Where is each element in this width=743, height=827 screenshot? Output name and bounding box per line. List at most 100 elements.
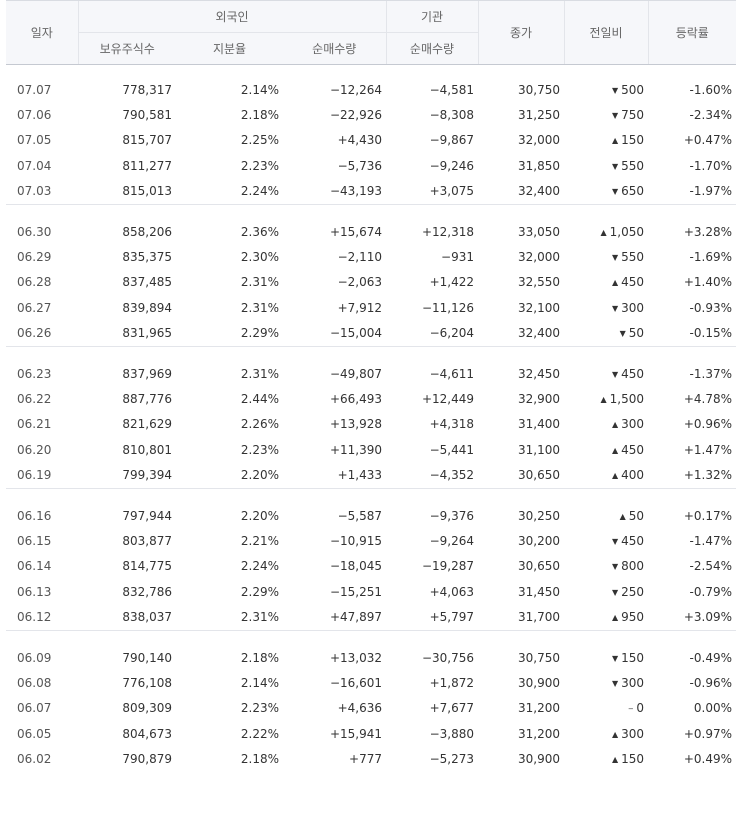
- change-value: 650: [621, 184, 644, 199]
- change-rate-cell: +1.40%: [683, 275, 732, 290]
- table-header: 일자 외국인 기관 종가 전일비 등락률 보유주식수 지분율 순매수량 순매수량: [6, 0, 736, 65]
- foreign-ratio-cell: 2.23%: [240, 442, 279, 457]
- institution-net-cell: +4,318: [429, 417, 474, 432]
- close-price-cell: 32,450: [518, 366, 560, 381]
- date-cell: 06.28: [17, 275, 52, 290]
- foreign-holdings-cell: 835,375: [122, 250, 172, 265]
- date-cell: 07.04: [17, 158, 52, 173]
- change-value: 150: [621, 752, 644, 767]
- foreign-holdings-cell: 790,581: [122, 108, 172, 123]
- close-price-cell: 33,050: [518, 224, 560, 239]
- investor-trading-table: 일자 외국인 기관 종가 전일비 등락률 보유주식수 지분율 순매수량 순매수량…: [6, 0, 736, 772]
- foreign-net-cell: +47,897: [329, 610, 382, 625]
- change-value: 50: [628, 326, 644, 341]
- table-row: 06.08 776,108 2.14% −16,601 +1,872 30,900 ▼ 300…: [6, 670, 736, 695]
- foreign-ratio-cell: 2.44%: [240, 391, 279, 406]
- close-price-cell: 31,200: [518, 701, 560, 716]
- change-value: 1,050: [609, 224, 644, 239]
- triangle-down-icon: ▼: [619, 329, 626, 339]
- foreign-ratio-cell: 2.23%: [240, 701, 279, 716]
- triangle-up-icon: ▲: [611, 729, 619, 739]
- change-value: 450: [621, 366, 644, 381]
- date-cell: 06.14: [17, 559, 52, 574]
- foreign-net-cell: −12,264: [329, 82, 382, 97]
- date-cell: 06.07: [17, 701, 52, 716]
- institution-net-cell: +3,075: [429, 184, 474, 199]
- change-rate-cell: -1.37%: [689, 366, 732, 381]
- institution-net-cell: −6,204: [429, 326, 474, 341]
- table-body: 07.07 778,317 2.14% −12,264 −4,581 30,750 ▼ 500…: [6, 65, 736, 772]
- header-change: 전일비: [563, 0, 648, 65]
- date-cell: 06.30: [17, 224, 52, 239]
- foreign-holdings-cell: 804,673: [122, 726, 172, 741]
- triangle-down-icon: ▼: [611, 187, 619, 197]
- change-rate-cell: +0.49%: [683, 752, 732, 767]
- close-price-cell: 31,250: [518, 108, 560, 123]
- table-row: 06.28 837,485 2.31% −2,063 +1,422 32,550 ▲ 450 +…: [6, 270, 736, 295]
- change-rate-cell: -1.69%: [689, 250, 732, 265]
- table-row: 06.07 809,309 2.23% +4,636 +7,677 31,200 ‒ 0 0.0…: [6, 696, 736, 721]
- foreign-net-cell: −5,587: [337, 508, 382, 523]
- foreign-holdings-cell: 837,485: [122, 275, 172, 290]
- date-cell: 06.08: [17, 675, 52, 690]
- foreign-holdings-cell: 831,965: [122, 326, 172, 341]
- table-row: 06.12 838,037 2.31% +47,897 +5,797 31,700 ▲ 950…: [6, 604, 736, 630]
- change-cell: ▼ 550: [564, 244, 648, 269]
- foreign-ratio-cell: 2.18%: [240, 752, 279, 767]
- triangle-up-icon: ▲: [611, 755, 619, 765]
- change-rate-cell: +4.78%: [683, 391, 732, 406]
- change-rate-cell: +0.96%: [683, 417, 732, 432]
- change-cell: ▲ 1,500: [564, 386, 648, 411]
- group-separator-line: [6, 346, 736, 347]
- date-cell: 06.13: [17, 584, 52, 599]
- table-row: 06.15 803,877 2.21% −10,915 −9,264 30,200 ▼ 450…: [6, 528, 736, 553]
- change-cell: ▲ 1,050: [564, 219, 648, 244]
- change-cell: ▲ 450: [564, 437, 648, 462]
- foreign-ratio-cell: 2.25%: [240, 133, 279, 148]
- close-price-cell: 30,900: [518, 675, 560, 690]
- foreign-holdings-cell: 858,206: [122, 224, 172, 239]
- date-cell: 06.02: [17, 752, 52, 767]
- foreign-holdings-cell: 810,801: [122, 442, 172, 457]
- close-price-cell: 32,400: [518, 326, 560, 341]
- close-price-cell: 32,400: [518, 184, 560, 199]
- change-value: 50: [628, 508, 644, 523]
- date-cell: 06.21: [17, 417, 52, 432]
- close-price-cell: 31,450: [518, 584, 560, 599]
- change-rate-cell: +0.17%: [683, 508, 732, 523]
- date-cell: 06.12: [17, 610, 52, 625]
- institution-net-cell: −9,867: [429, 133, 474, 148]
- header-foreign-net: 순매수량: [283, 32, 386, 65]
- table-row: 06.26 831,965 2.29% −15,004 −6,204 32,400 ▼ 50 -…: [6, 321, 736, 347]
- group-separator-line: [6, 630, 736, 631]
- change-rate-cell: -2.34%: [689, 108, 732, 123]
- header-rate: 등락률: [647, 0, 736, 65]
- foreign-holdings-cell: 790,140: [122, 650, 172, 665]
- date-cell: 06.29: [17, 250, 52, 265]
- triangle-up-icon: ▲: [611, 136, 619, 146]
- change-value: 450: [621, 275, 644, 290]
- institution-net-cell: +12,449: [421, 391, 474, 406]
- close-price-cell: 32,000: [518, 250, 560, 265]
- foreign-holdings-cell: 814,775: [122, 559, 172, 574]
- foreign-ratio-cell: 2.21%: [240, 533, 279, 548]
- foreign-net-cell: +15,674: [329, 224, 382, 239]
- table-row: 07.03 815,013 2.24% −43,193 +3,075 32,400 ▼ 650…: [6, 179, 736, 205]
- change-value: 450: [621, 442, 644, 457]
- close-price-cell: 30,750: [518, 650, 560, 665]
- close-price-cell: 30,250: [518, 508, 560, 523]
- change-cell: ▼ 800: [564, 554, 648, 579]
- close-price-cell: 31,700: [518, 610, 560, 625]
- close-price-cell: 32,900: [518, 391, 560, 406]
- foreign-holdings-cell: 790,879: [122, 752, 172, 767]
- foreign-net-cell: −15,251: [329, 584, 382, 599]
- foreign-ratio-cell: 2.31%: [240, 275, 279, 290]
- triangle-up-icon: ▲: [611, 420, 619, 430]
- table-row: 06.19 799,394 2.20% +1,433 −4,352 30,650 ▲ 400 +…: [6, 462, 736, 488]
- change-rate-cell: -1.97%: [689, 184, 732, 199]
- change-cell: ▲ 300: [564, 721, 648, 746]
- foreign-net-cell: +66,493: [329, 391, 382, 406]
- investor-trading-table-container: 일자 외국인 기관 종가 전일비 등락률 보유주식수 지분율 순매수량 순매수량…: [6, 0, 736, 772]
- foreign-ratio-cell: 2.31%: [240, 610, 279, 625]
- foreign-holdings-cell: 799,394: [122, 468, 172, 483]
